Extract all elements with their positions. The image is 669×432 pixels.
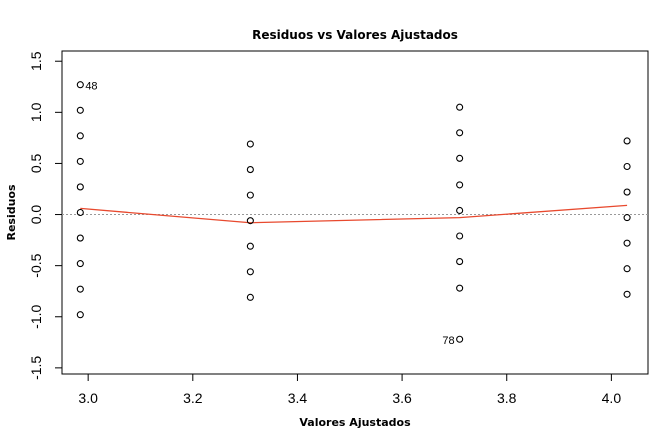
data-point — [246, 166, 254, 174]
data-point — [76, 260, 84, 268]
point-labels: 48 78 — [85, 81, 454, 348]
data-point — [76, 311, 84, 319]
data-point — [623, 137, 631, 145]
x-tick-label: 3.4 — [288, 390, 308, 406]
y-tick-label: 0.5 — [28, 153, 44, 173]
y-tick-label: -1.0 — [28, 304, 44, 328]
chart-title: Residuos vs Valores Ajustados — [252, 28, 458, 42]
y-tick-label: -1.5 — [28, 356, 44, 380]
data-point — [456, 284, 464, 292]
data-point — [76, 106, 84, 114]
data-point — [246, 242, 254, 250]
data-point — [246, 293, 254, 301]
smooth-trend-line — [80, 204, 628, 224]
x-tick-label: 3.2 — [183, 390, 203, 406]
x-axis-label: Valores Ajustados — [299, 416, 411, 429]
plot-frame — [61, 50, 649, 375]
data-point — [456, 206, 464, 215]
data-point — [456, 232, 464, 240]
data-point — [623, 162, 631, 171]
data-point — [76, 234, 84, 242]
data-points — [76, 81, 631, 343]
data-point — [76, 132, 84, 140]
data-point — [456, 103, 464, 111]
y-tick-label: 1.5 — [28, 51, 44, 71]
x-tick-label: 3.6 — [392, 390, 412, 406]
data-point — [456, 154, 464, 162]
data-point — [456, 181, 464, 189]
data-point — [246, 191, 254, 199]
data-point — [623, 188, 631, 196]
data-point — [623, 290, 631, 298]
data-point — [456, 258, 464, 266]
data-point — [76, 81, 84, 89]
data-point — [76, 157, 84, 165]
data-point — [246, 140, 254, 148]
data-point — [76, 183, 84, 191]
y-tick-label: -0.5 — [28, 253, 44, 277]
data-point — [623, 214, 631, 222]
x-axis: 3.0 3.2 3.4 3.6 3.8 4.0 — [78, 374, 621, 406]
x-tick-label: 3.0 — [78, 390, 98, 406]
point-label: 78 — [442, 335, 454, 347]
data-point — [623, 265, 631, 273]
y-axis: -1.5 -1.0 -0.5 0.0 0.5 1.0 1.5 — [28, 51, 62, 380]
data-point — [456, 335, 464, 343]
x-tick-label: 4.0 — [602, 390, 622, 406]
data-point — [76, 285, 84, 293]
data-point — [623, 239, 631, 247]
x-tick-label: 3.8 — [497, 390, 517, 406]
data-point — [246, 268, 254, 276]
y-tick-label: 1.0 — [28, 102, 44, 122]
data-point — [246, 217, 254, 225]
data-point — [76, 208, 84, 217]
point-label: 48 — [85, 81, 97, 93]
y-tick-label: 0.0 — [28, 205, 44, 225]
y-axis-label: Residuos — [5, 184, 18, 241]
data-point — [456, 129, 464, 137]
